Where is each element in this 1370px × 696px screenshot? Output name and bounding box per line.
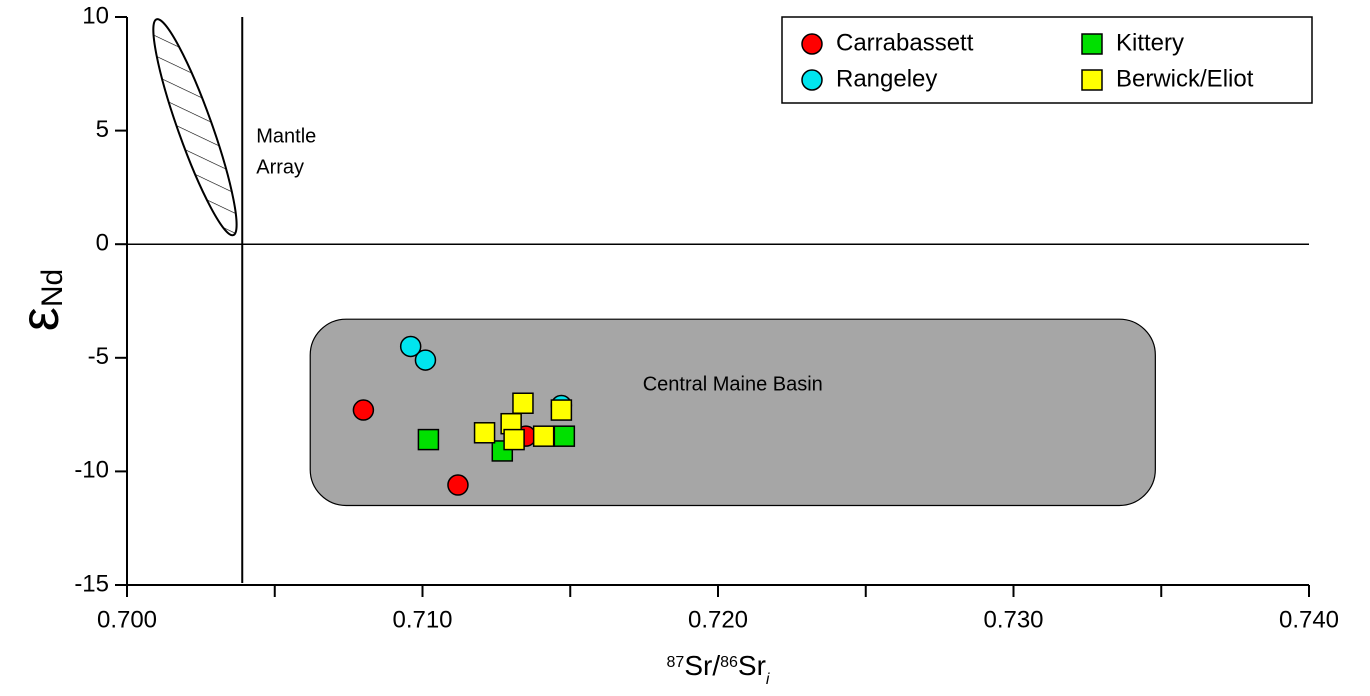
legend-label: Berwick/Eliot <box>1116 65 1254 92</box>
y-tick-label: 10 <box>82 2 109 29</box>
data-point <box>532 425 555 447</box>
x-tick-label: 0.700 <box>97 606 157 633</box>
x-label-part: 86 <box>720 654 738 671</box>
y-tick-label: 5 <box>96 116 109 143</box>
legend-label: Rangeley <box>836 65 937 92</box>
data-point <box>512 392 534 414</box>
legend-marker <box>801 69 823 91</box>
x-tick-label: 0.740 <box>1279 606 1339 633</box>
x-label-part: 87 <box>667 654 685 671</box>
data-point <box>550 399 573 421</box>
data-point <box>399 335 422 358</box>
data-point <box>447 474 469 496</box>
mantle-label: Mantle <box>256 125 316 147</box>
region <box>309 318 1156 507</box>
x-tick-label: 0.720 <box>688 606 748 633</box>
x-label-part: Sr/ <box>684 650 720 681</box>
y-label-part: ε <box>10 307 70 331</box>
data-point <box>352 399 375 421</box>
y-label-part: Nd <box>36 269 69 307</box>
mantle-label: Array <box>256 156 304 178</box>
y-tick-label: 0 <box>96 230 109 257</box>
x-label-part: i <box>766 671 770 688</box>
data-point <box>417 428 440 451</box>
legend-marker <box>801 33 823 55</box>
legend-marker <box>1081 69 1103 91</box>
region-label: Central Maine Basin <box>643 374 823 396</box>
data-point <box>553 425 576 447</box>
y-tick-label: -15 <box>74 570 109 597</box>
mantle-ellipse <box>152 18 238 237</box>
x-label-part: Sr <box>738 650 766 681</box>
x-label: 87Sr/86Sri <box>667 650 770 688</box>
data-point <box>414 349 437 371</box>
legend-label: Kittery <box>1116 29 1184 56</box>
y-tick-label: -10 <box>74 457 109 484</box>
y-tick-label: -5 <box>88 343 109 370</box>
data-point <box>473 422 496 444</box>
legend-label: Carrabassett <box>836 29 974 56</box>
x-tick-label: 0.730 <box>983 606 1043 633</box>
legend-marker <box>1081 33 1103 55</box>
legend-box <box>781 16 1313 104</box>
x-tick-label: 0.710 <box>392 606 452 633</box>
y-label: εNd <box>10 269 70 331</box>
data-point <box>503 428 525 451</box>
